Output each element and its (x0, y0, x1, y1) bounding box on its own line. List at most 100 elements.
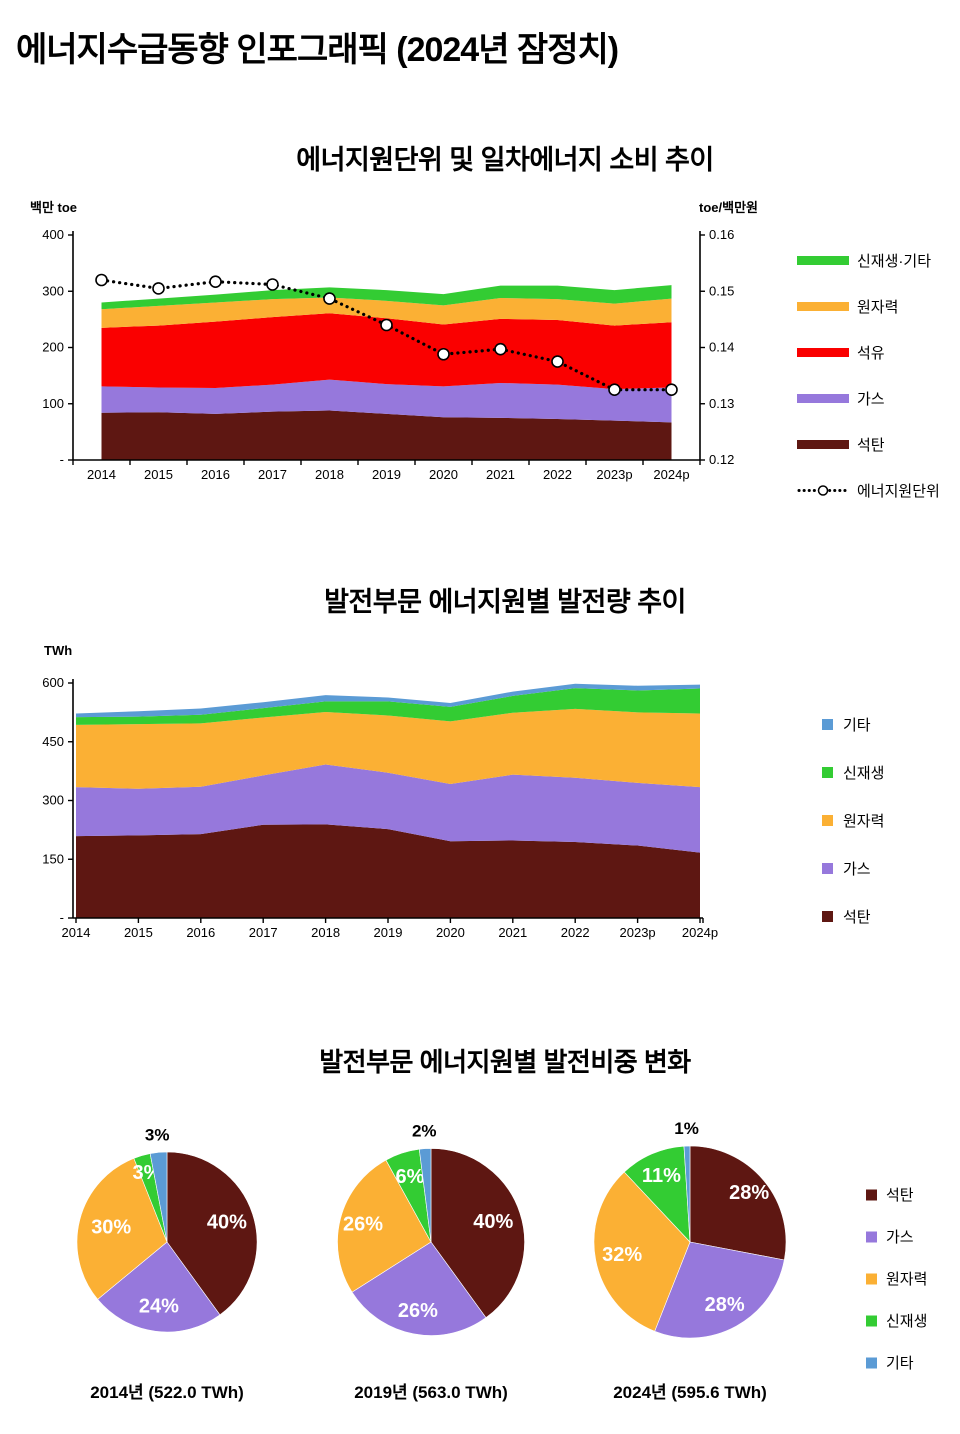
energy-intensity-marker (665, 383, 678, 396)
chart2-legend: 기타 신재생 원자력 가스 석탄 (822, 714, 884, 954)
energy-intensity-marker (152, 282, 165, 295)
legend-swatch-icon (866, 1189, 877, 1200)
left-axis-tick: 200 (42, 340, 64, 355)
x-axis-label: 2024p (653, 467, 689, 482)
chart3-title: 발전부문 에너지원별 발전비중 변화 (319, 1047, 691, 1077)
dotted-line-icon (797, 485, 849, 496)
x-axis-label: 2022 (543, 467, 572, 482)
legend-item-coal: 석탄 (866, 1184, 927, 1205)
left-axis-tick: - (60, 910, 64, 925)
energy-intensity-marker (551, 355, 564, 368)
left-axis-tick: 300 (42, 793, 64, 808)
pie-label-other: 1% (674, 1119, 699, 1138)
legend-swatch-icon (822, 911, 833, 922)
legend-label: 신재생 (843, 765, 885, 782)
x-axis-label: 2023p (620, 925, 656, 940)
legend-swatch-icon (797, 302, 849, 311)
legend-item-renewable: 신재생·기타 (797, 250, 940, 271)
x-axis-label: 2023p (596, 467, 632, 482)
legend-item-line: 에너지원단위 (797, 480, 940, 501)
pie3-slice-nuclear (593, 1171, 691, 1332)
legend-swatch-icon (797, 440, 849, 449)
x-axis-label: 2016 (201, 467, 230, 482)
legend-swatch-icon (822, 815, 833, 826)
x-axis-label: 2015 (124, 925, 153, 940)
area-series-gas (76, 764, 700, 853)
chart2-title: 발전부문 에너지원별 발전량 추이 (324, 587, 686, 617)
area-series-nuclear (101, 297, 672, 328)
pie3-slice-other (683, 1145, 691, 1243)
area-series-gas (101, 379, 672, 423)
x-axis-label: 2017 (249, 925, 278, 940)
legend-label: 신재생·기타 (857, 253, 931, 270)
energy-intensity-marker (494, 342, 507, 356)
left-axis-tick: 300 (42, 283, 64, 298)
legend-swatch-icon (866, 1273, 877, 1284)
legend-item-nuclear: 원자력 (866, 1268, 927, 1289)
pie3-slice-gas (654, 1241, 785, 1339)
pie-label-other: 3% (145, 1125, 170, 1144)
area-series-renewable (76, 688, 700, 725)
pie2-slice-other (418, 1148, 432, 1243)
right-axis-tick: 0.15 (709, 283, 734, 298)
area-series-coal (76, 824, 700, 918)
pie1-slice-other (149, 1151, 168, 1243)
area-series-nuclear (76, 708, 700, 789)
legend-item-coal: 석탄 (797, 434, 940, 455)
legend-swatch-icon (822, 767, 833, 778)
legend-label: 원자력 (886, 1271, 928, 1288)
legend-swatch-icon (797, 394, 849, 403)
x-axis-label: 2020 (436, 925, 465, 940)
legend-swatch-icon (866, 1231, 877, 1242)
legend-item-oil: 석유 (797, 342, 940, 363)
pie-label-renewable: 11% (642, 1165, 681, 1187)
legend-label: 가스 (843, 861, 871, 878)
legend-label: 기타 (886, 1355, 914, 1372)
x-axis-label: 2022 (561, 925, 590, 940)
x-axis-label: 2016 (186, 925, 215, 940)
right-axis-tick: 0.14 (709, 340, 734, 355)
energy-intensity-marker (209, 275, 222, 288)
area-series-coal (101, 410, 672, 460)
right-axis-tick: 0.16 (709, 227, 734, 242)
pie-label-nuclear: 32% (602, 1244, 642, 1266)
pie-label-gas: 26% (398, 1300, 438, 1322)
pie-label-coal: 28% (729, 1182, 769, 1204)
legend-label: 신재생 (886, 1313, 928, 1330)
x-axis-label: 2017 (258, 467, 287, 482)
legend-swatch-icon (822, 719, 833, 730)
energy-intensity-marker (380, 318, 393, 332)
pie1-slice-coal (166, 1151, 258, 1316)
legend-label: 석탄 (857, 437, 885, 454)
legend-item-renewable: 신재생 (866, 1310, 927, 1331)
chart1-right-axis-unit: toe/백만원 (699, 200, 758, 215)
pie-label-gas: 28% (705, 1294, 745, 1316)
legend-item-nuclear: 원자력 (797, 296, 940, 317)
x-axis-label: 2018 (315, 467, 344, 482)
left-axis-tick: 100 (42, 396, 64, 411)
pie3-slice-coal (689, 1145, 787, 1261)
x-axis-label: 2015 (144, 467, 173, 482)
legend-item-other: 기타 (866, 1352, 927, 1373)
legend-item-other: 기타 (822, 714, 884, 735)
area-series-renewable (101, 285, 672, 310)
x-axis-label: 2020 (429, 467, 458, 482)
left-axis-tick: 450 (42, 734, 64, 749)
legend-swatch-icon (866, 1357, 877, 1368)
page-title: 에너지수급동향 인포그래픽 (2024년 잠정치) (16, 31, 619, 69)
chart2-area-chart: 600 450 300 150 -2014 2015 2016 2017 2018 2019 202… (42, 675, 718, 940)
pie2-slice-coal (430, 1148, 525, 1319)
pie1-caption: 2014년 (522.0 TWh) (90, 1383, 244, 1402)
energy-intensity-marker (323, 292, 336, 305)
pie-label-nuclear: 26% (343, 1214, 383, 1236)
energy-intensity-marker (95, 273, 108, 287)
x-axis-label: 2021 (486, 467, 515, 482)
right-axis-tick: 0.12 (709, 452, 734, 467)
legend-item-renewable: 신재생 (822, 762, 884, 783)
pie-label-gas: 24% (139, 1295, 179, 1317)
x-axis-label: 2014 (87, 467, 116, 482)
legend-label: 가스 (857, 391, 885, 408)
legend-label: 가스 (886, 1229, 914, 1246)
pie-label-coal: 40% (473, 1211, 513, 1233)
